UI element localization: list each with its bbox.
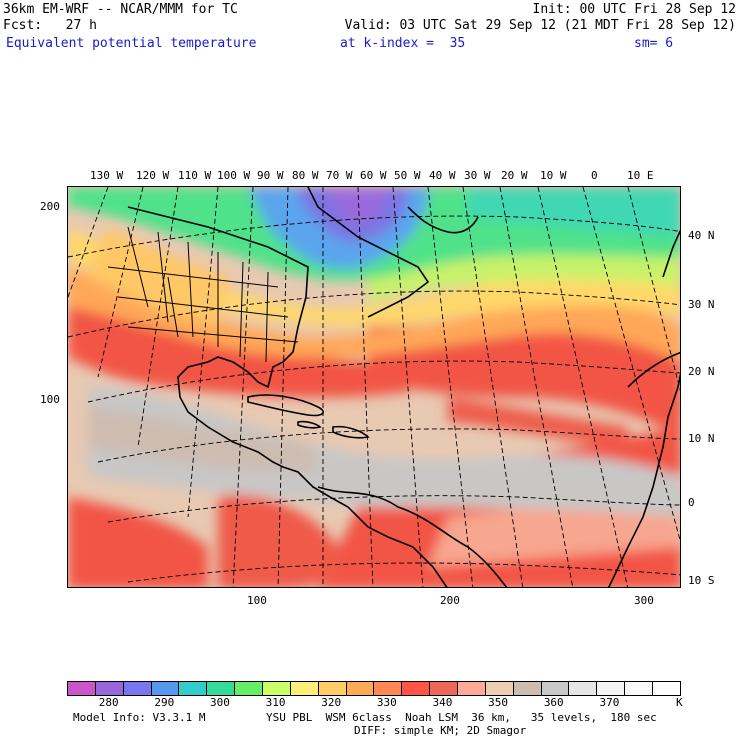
lon-label: 130 W: [90, 169, 124, 182]
lon-label: 60 W: [360, 169, 387, 182]
model-title: 36km EM-WRF -- NCAR/MMM for TC: [3, 2, 238, 17]
init-time: Init: 00 UTC Fri 28 Sep 12: [532, 2, 737, 17]
colorbar-swatch: [346, 682, 375, 695]
theta-e-map: [67, 186, 681, 588]
colorbar-unit: K: [676, 696, 683, 709]
colorbar-label: 300: [210, 696, 230, 709]
colorbar-swatch: [235, 682, 264, 695]
lon-label: 30 W: [464, 169, 491, 182]
model-info: Model Info: V3.3.1 M: [73, 711, 206, 724]
lon-label: 70 W: [326, 169, 353, 182]
colorbar-swatch: [263, 682, 291, 695]
colorbar-label: 370: [599, 696, 620, 709]
lon-label: 100 W: [217, 169, 251, 182]
colorbar-swatch: [179, 682, 208, 695]
grid-y-label: 200: [40, 200, 60, 213]
smoothing-info: sm= 6: [634, 36, 674, 51]
diffusion-info: DIFF: simple KM; 2D Smagor: [354, 724, 527, 737]
forecast-hour: Fcst: 27 h: [3, 18, 97, 33]
physics-info: YSU PBL WSM 6class Noah LSM 36 km, 35 le…: [266, 711, 657, 724]
colorbar-swatch: [513, 682, 542, 695]
lat-label: 10 S: [688, 574, 715, 587]
colorbar-swatch: [625, 682, 654, 695]
field-name: Equivalent potential temperature: [6, 36, 257, 51]
colorbar-label: 330: [376, 696, 397, 709]
lon-label: 50 W: [394, 169, 421, 182]
lon-label: 110 W: [178, 169, 212, 182]
lat-label: 20 N: [688, 365, 715, 378]
grid-x-label: 300: [634, 594, 654, 607]
lon-label: 80 W: [292, 169, 319, 182]
colorbar-swatch: [151, 682, 180, 695]
colorbar-label: 310: [265, 696, 286, 709]
colorbar-swatch: [569, 682, 598, 695]
lon-label: 20 W: [501, 169, 528, 182]
lon-label: 120 W: [136, 169, 170, 182]
colorbar-label: 360: [543, 696, 564, 709]
colorbar-swatch: [95, 682, 124, 695]
colorbar-swatch: [68, 682, 96, 695]
colorbar-swatch: [207, 682, 236, 695]
state-borders: [107, 226, 299, 363]
graticule: [68, 187, 680, 587]
colorbar-label: 320: [321, 696, 342, 709]
colorbar-swatch: [290, 682, 319, 695]
lon-label: 40 W: [429, 169, 456, 182]
lon-label: 0: [591, 169, 598, 182]
lon-label: 10 E: [627, 169, 654, 182]
colorbar-swatch: [123, 682, 152, 695]
lon-label: 10 W: [540, 169, 567, 182]
colorbar-swatch: [485, 682, 514, 695]
grid-y-label: 100: [40, 393, 60, 406]
colorbar-swatch: [541, 682, 570, 695]
lat-label: 40 N: [688, 229, 715, 242]
colorbar-label: 340: [432, 696, 453, 709]
colorbar-label: 350: [488, 696, 509, 709]
grid-x-label: 200: [440, 594, 460, 607]
level-info: at k-index = 35: [340, 36, 466, 51]
coastlines: [127, 187, 680, 587]
lat-label: 30 N: [688, 298, 715, 311]
colorbar-swatch: [458, 682, 486, 695]
grid-x-label: 100: [247, 594, 267, 607]
map-canvas: [68, 187, 680, 587]
colorbar: [67, 681, 681, 696]
colorbar-swatch: [597, 682, 626, 695]
colorbar-swatch: [653, 682, 680, 695]
colorbar-label: 290: [154, 696, 175, 709]
valid-time: Valid: 03 UTC Sat 29 Sep 12 (21 MDT Fri …: [344, 18, 736, 33]
lat-label: 0: [688, 496, 695, 509]
colorbar-swatch: [430, 682, 459, 695]
colorbar-label: 280: [98, 696, 119, 709]
lon-label: 90 W: [257, 169, 284, 182]
lat-label: 10 N: [688, 432, 715, 445]
colorbar-swatch: [318, 682, 347, 695]
colorbar-swatch: [374, 682, 403, 695]
colorbar-swatch: [402, 682, 431, 695]
